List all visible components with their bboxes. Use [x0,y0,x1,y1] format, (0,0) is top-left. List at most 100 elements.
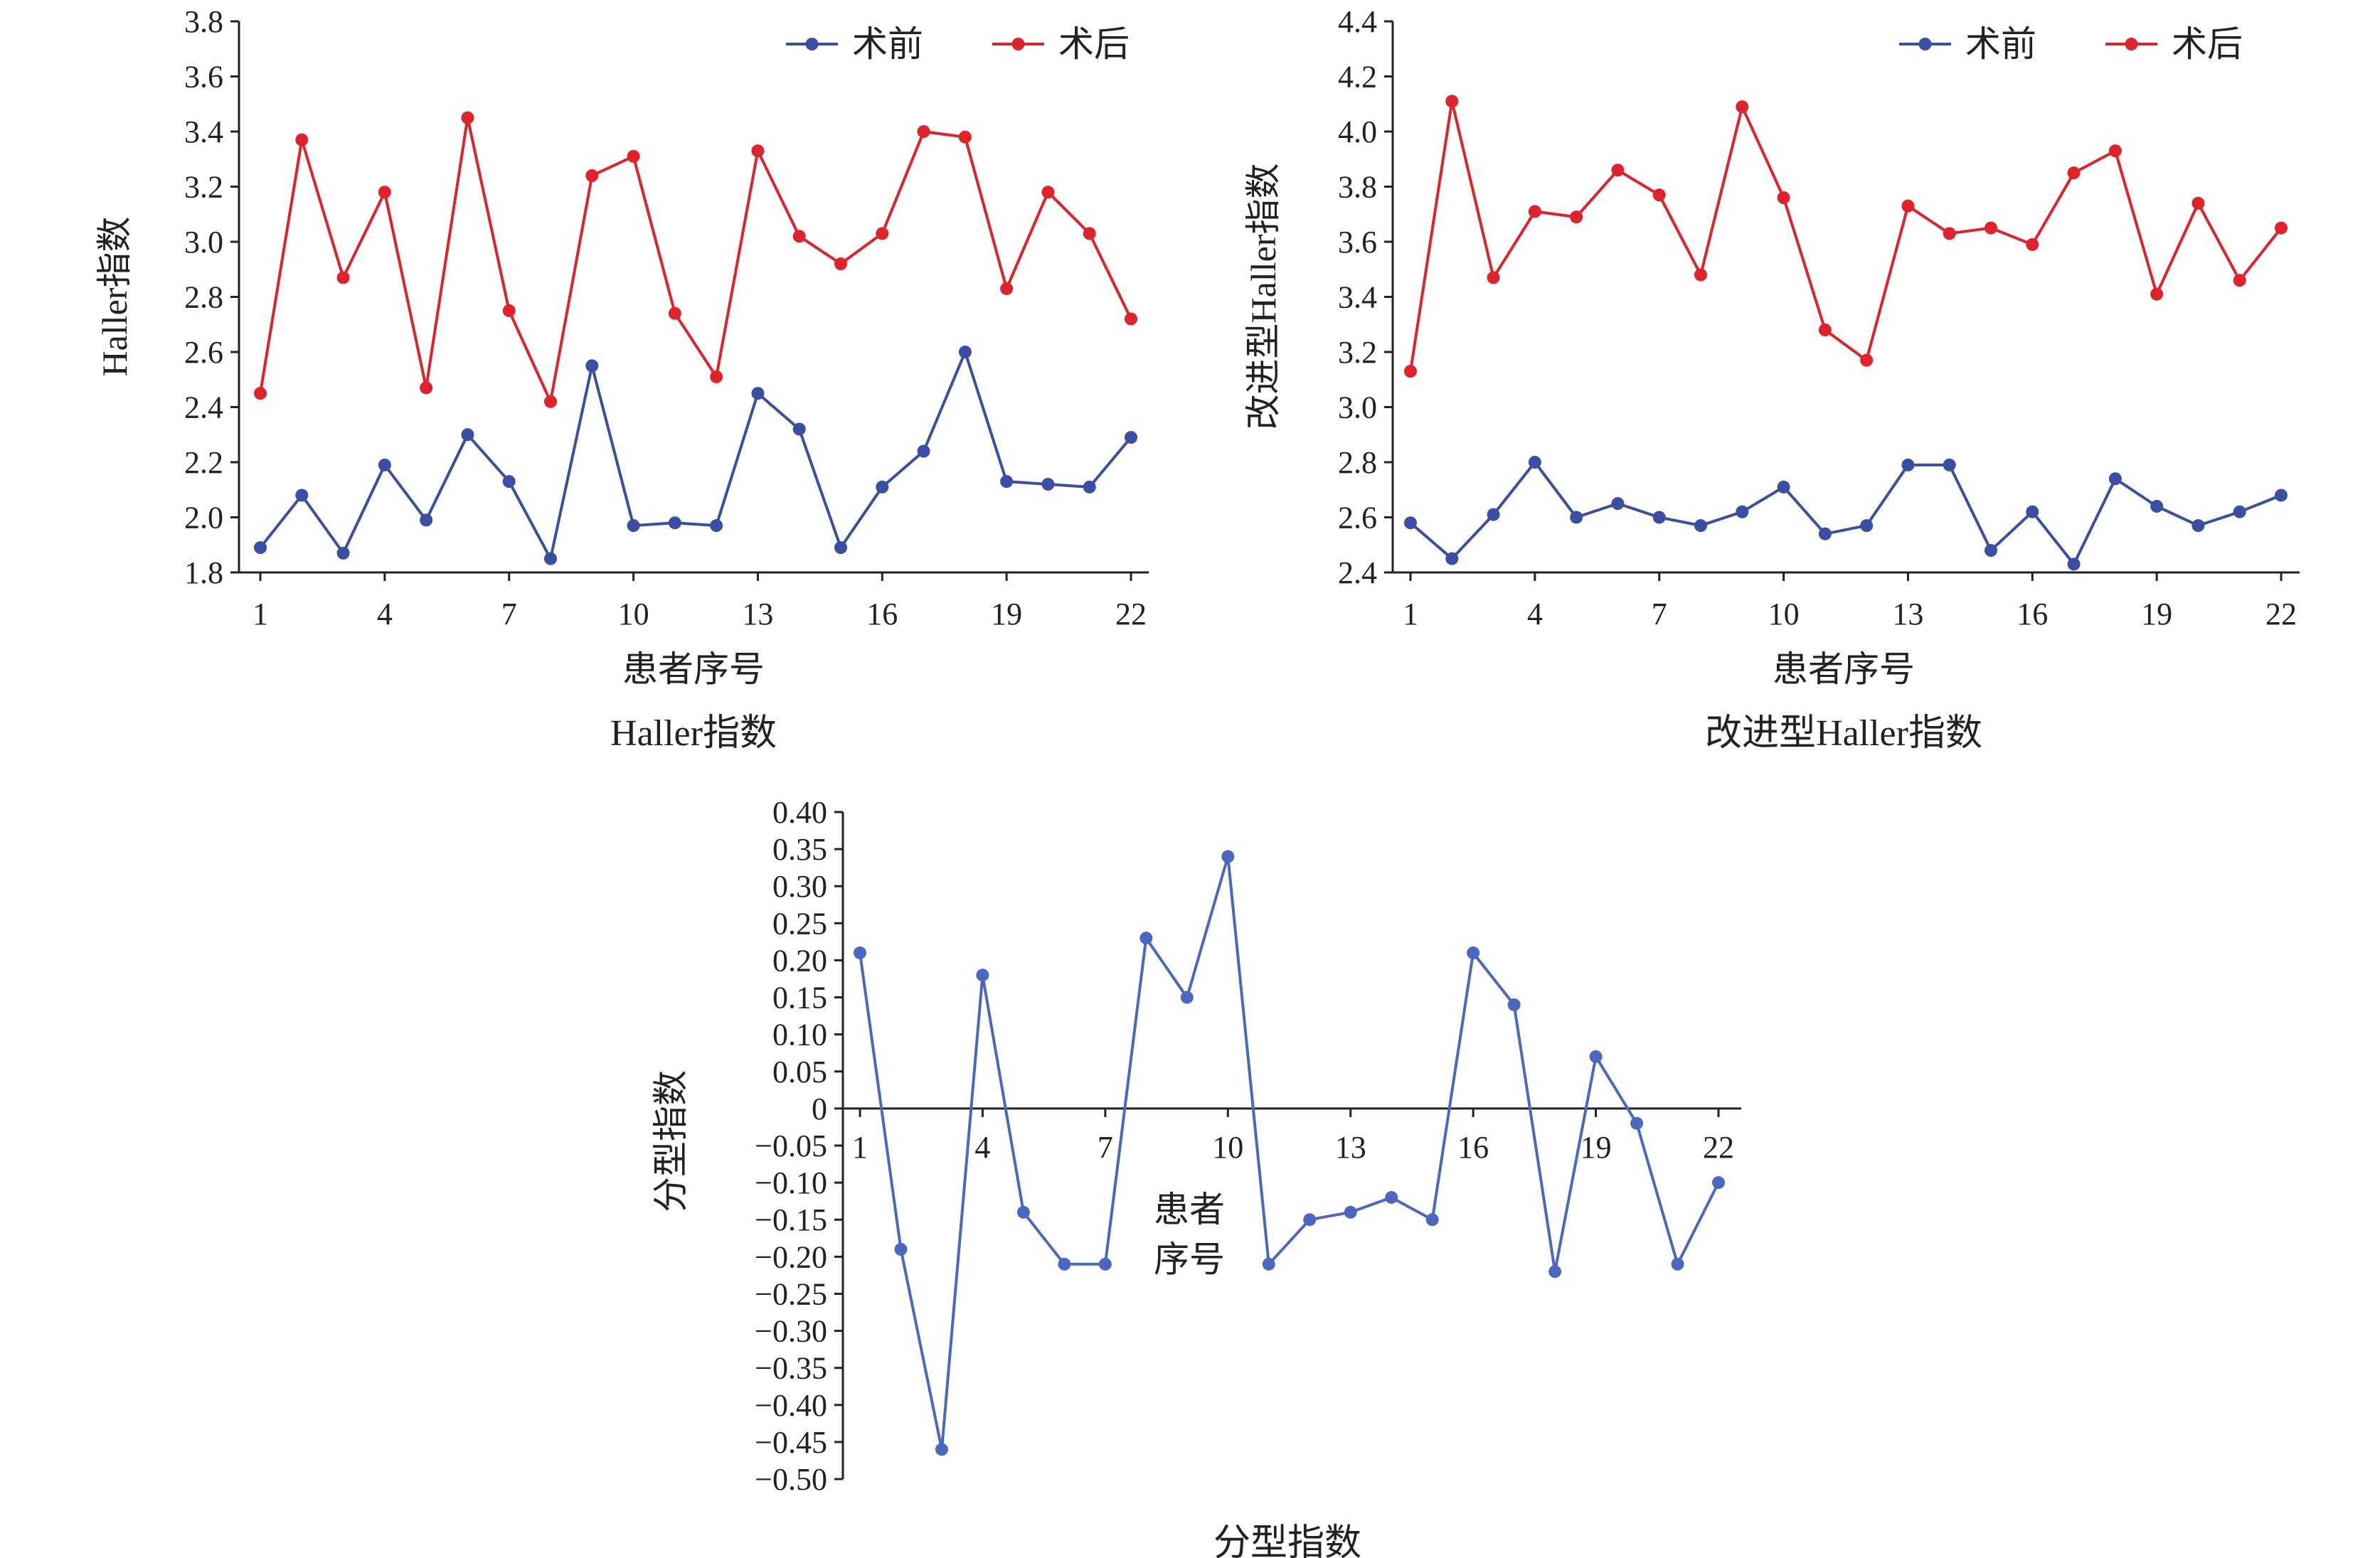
legend-swatch-marker [2125,38,2138,50]
data-point [1445,552,1459,565]
data-point [627,519,640,533]
y-tick-label: 3.0 [184,225,223,260]
data-point [2192,196,2205,210]
data-point [792,422,806,436]
data-point [668,516,681,530]
modified-haller-index-chart: 2.4 2.6 2.8 3.0 3.2 3.4 3.6 3.8 4.0 4.2 4.4 1 4 7 10 13… [1243,4,2300,754]
data-point [336,271,350,284]
series-line [259,351,1132,560]
data-point [1548,1265,1562,1279]
legend-swatch-marker [805,38,819,50]
legend-label: 术后 [1058,24,1130,64]
data-point [1671,1257,1684,1271]
data-point [2150,500,2164,513]
y-tick-label: 2.8 [1338,445,1377,480]
data-point [1041,186,1055,199]
data-point [917,444,930,458]
data-point [420,513,433,527]
data-point [1058,1257,1071,1271]
data-point [502,304,516,317]
data-point [1777,480,1790,493]
y-tick-label: −0.25 [755,1276,827,1311]
data-point [1694,268,1707,282]
data-point [1777,191,1790,204]
data-point [1943,227,1956,240]
data-point [254,541,267,555]
x-tick-label: 19 [991,597,1022,631]
legend-label: 术前 [1965,24,2036,64]
data-point [1000,475,1014,489]
data-point [378,186,391,199]
data-point [2026,505,2039,518]
data-point [1344,1205,1357,1219]
y-tick-label: −0.05 [755,1129,827,1163]
data-point [2233,274,2246,287]
data-point [336,546,350,560]
data-point [1818,324,1832,336]
data-point [2275,221,2288,235]
data-point [1404,365,1417,378]
x-tick-label: 16 [1457,1130,1489,1165]
series-line [259,116,1132,403]
x-tick-label: 4 [1527,597,1543,631]
data-point [1262,1257,1275,1271]
data-point [544,552,557,565]
data-point [1611,164,1625,177]
data-point [2067,557,2081,571]
data-point [1385,1190,1398,1204]
series-line [1409,100,2283,372]
data-point [2108,472,2122,486]
x-tick-label: 10 [618,597,649,631]
data-point [834,257,847,270]
y-tick-label: −0.30 [755,1314,827,1349]
data-point [1736,505,1749,518]
y-tick-label: 3.8 [1338,170,1377,205]
x-tick-label: 1 [852,1130,868,1165]
data-point [792,230,806,243]
data-point [1818,527,1832,540]
legend-label: 术前 [852,24,923,64]
data-point [1985,221,1997,235]
x-axis-title: 患者序号 [1773,649,1915,689]
chart-title: Haller指数 [610,713,777,754]
x-tick-label: 22 [1703,1130,1734,1165]
data-point [958,346,972,358]
y-tick-label: 0 [812,1092,827,1126]
y-tick-label: 2.8 [184,280,223,315]
y-tick-label: 2.4 [184,390,223,425]
data-point [1652,511,1666,524]
y-tick-label: 4.0 [1338,114,1377,149]
y-tick-label: 1.8 [184,555,223,590]
data-point [2108,144,2122,158]
y-tick-label: 0.20 [772,943,827,978]
data-point [876,480,889,493]
data-point [1125,431,1137,444]
data-point [1467,946,1480,960]
data-point [378,458,391,471]
data-point [1860,353,1874,367]
y-tick-label: −0.15 [755,1202,827,1237]
y-tick-label: 0.15 [772,981,827,1015]
data-point [1083,227,1096,240]
data-point [585,359,599,373]
y-tick-label: −0.50 [755,1462,827,1497]
data-point [1125,312,1137,326]
data-point [834,541,847,555]
data-point [668,306,681,320]
y-tick-label: 2.2 [184,445,223,480]
data-point [1860,519,1874,533]
data-point [1139,932,1153,945]
classification-index-chart: 0.400.350.300.250.200.150.100.050−0.05−0… [651,795,1741,1558]
y-tick-label: 3.4 [184,114,223,149]
data-point [585,169,599,182]
data-point [1901,458,1915,471]
y-tick-label: 0.10 [772,1018,827,1052]
y-tick-label: 0.40 [772,795,827,830]
data-point [1901,199,1915,213]
y-tick-label: −0.35 [755,1351,827,1386]
x-tick-label: 13 [1892,597,1923,631]
data-point [461,428,474,442]
data-point [1652,188,1666,202]
data-point [254,387,267,400]
data-point [1487,271,1500,284]
